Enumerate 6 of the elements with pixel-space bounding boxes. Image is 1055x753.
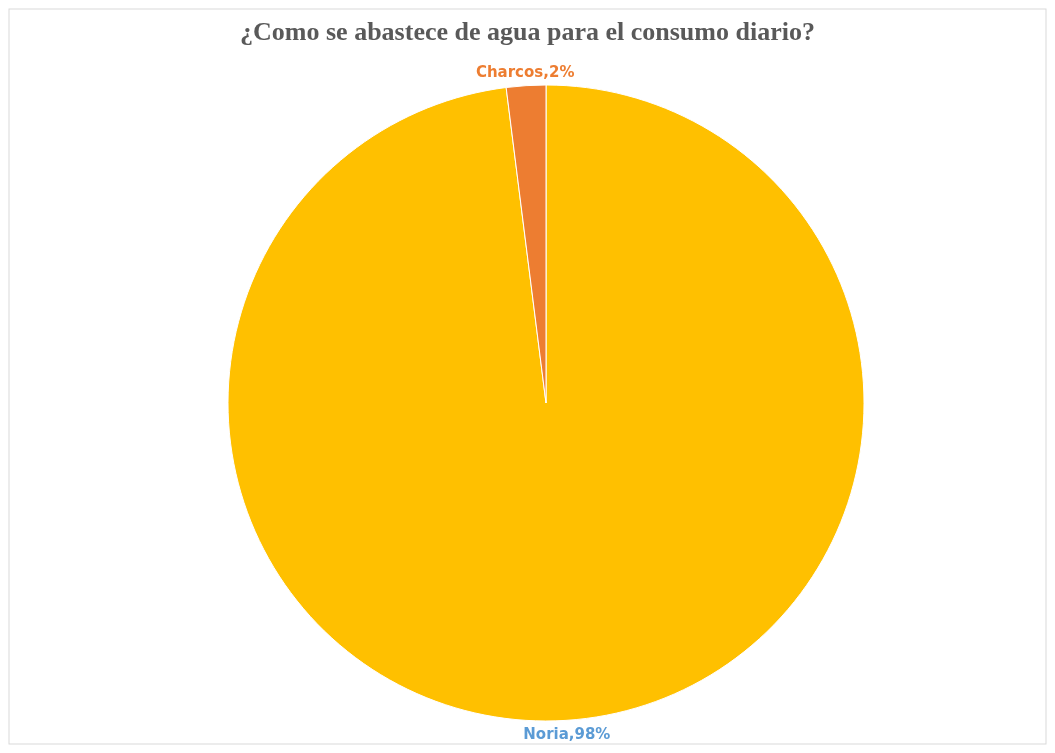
slice-label: Noria (523, 724, 569, 743)
pie-slice (227, 84, 865, 721)
slice-label: Charcos (475, 62, 544, 81)
data-label: ,98% (568, 724, 611, 743)
data-label: ,2% (543, 62, 575, 81)
chart-title: ¿Como se abastece de agua para el consumo diario? (240, 17, 815, 46)
